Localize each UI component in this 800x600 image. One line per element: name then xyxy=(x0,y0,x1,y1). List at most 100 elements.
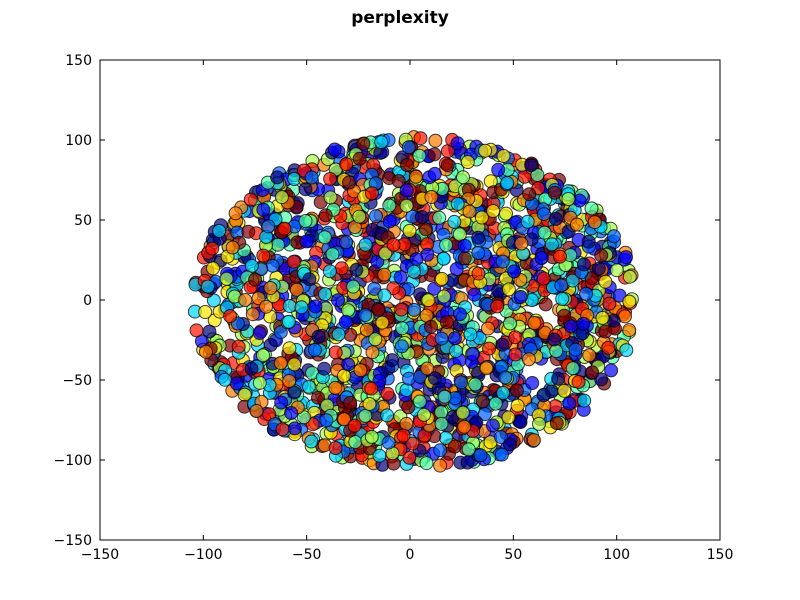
scatter-point xyxy=(282,341,297,356)
scatter-point xyxy=(462,204,477,219)
scatter-point xyxy=(434,416,449,431)
scatter-point xyxy=(372,448,387,463)
scatter-point xyxy=(554,278,569,293)
scatter-point xyxy=(498,370,513,385)
scatter-point xyxy=(217,372,232,387)
scatter-point xyxy=(474,210,489,225)
scatter-point xyxy=(322,264,337,279)
scatter-point xyxy=(437,289,451,304)
y-tick-label: 50 xyxy=(74,213,92,229)
chart-title: perplexity xyxy=(351,8,449,28)
scatter-point xyxy=(557,383,572,398)
scatter-point xyxy=(298,182,313,197)
scatter-point xyxy=(381,361,396,376)
x-tick-label: 0 xyxy=(406,547,415,563)
scatter-point xyxy=(424,319,438,334)
scatter-point xyxy=(500,176,515,190)
scatter-point xyxy=(282,299,297,313)
scatter-point xyxy=(562,396,577,411)
scatter-point xyxy=(317,230,332,245)
scatter-point xyxy=(362,397,377,411)
scatter-point xyxy=(212,223,227,238)
scatter-point xyxy=(494,447,509,462)
scatter-point xyxy=(581,234,596,249)
scatter-point xyxy=(409,169,423,184)
scatter-point xyxy=(380,386,395,401)
scatter-point xyxy=(367,281,382,296)
scatter-point xyxy=(466,347,481,361)
scatter-point xyxy=(536,207,551,222)
scatter-point xyxy=(259,299,274,314)
scatter-point xyxy=(414,210,429,224)
scatter-point xyxy=(323,172,338,186)
scatter-point xyxy=(274,190,289,205)
scatter-point xyxy=(412,148,427,163)
scatter-point xyxy=(479,361,494,376)
scatter-point xyxy=(369,209,383,224)
scatter-point xyxy=(457,251,472,266)
scatter-point xyxy=(386,237,401,252)
scatter-point xyxy=(395,321,410,336)
scatter-point xyxy=(377,267,392,282)
scatter-point xyxy=(434,405,449,420)
scatter-point xyxy=(308,342,322,357)
scatter-point xyxy=(394,302,409,317)
x-tick-label: −150 xyxy=(81,547,119,563)
y-tick-label: 100 xyxy=(65,133,92,149)
scatter-point xyxy=(334,261,349,276)
scatter-point xyxy=(377,288,392,303)
scatter-point xyxy=(394,339,409,354)
scatter-point xyxy=(622,323,637,338)
scatter-point xyxy=(219,271,234,286)
scatter-point xyxy=(342,175,356,190)
scatter-point xyxy=(399,183,414,198)
scatter-point xyxy=(277,221,292,236)
scatter-point xyxy=(509,383,524,398)
scatter-point xyxy=(485,418,500,433)
scatter-point xyxy=(481,321,495,336)
scatter-point xyxy=(482,341,496,356)
scatter-point xyxy=(475,394,490,409)
scatter-point xyxy=(347,418,362,433)
scatter-point xyxy=(405,436,420,451)
scatter-point xyxy=(287,385,302,400)
scatter-point xyxy=(622,294,637,309)
scatter-point xyxy=(349,262,364,277)
scatter-point xyxy=(338,314,353,329)
scatter-point xyxy=(571,374,586,389)
scatter-point xyxy=(501,282,516,297)
scatter-point xyxy=(244,361,259,376)
scatter-point xyxy=(622,269,637,284)
scatter-point xyxy=(412,394,427,409)
scatter-point xyxy=(301,379,316,394)
scatter-point xyxy=(223,309,238,324)
scatter-point xyxy=(495,337,510,352)
scatter-point xyxy=(380,408,395,423)
scatter-point xyxy=(206,261,220,276)
scatter-point xyxy=(198,305,213,319)
scatter-point xyxy=(428,133,443,148)
scatter-point xyxy=(598,274,613,289)
scatter-point xyxy=(456,170,470,185)
scatter-point xyxy=(544,237,559,252)
scatter-point xyxy=(263,338,278,352)
scatter-point xyxy=(453,307,467,322)
scatter-point xyxy=(449,262,464,276)
scatter-point xyxy=(604,363,619,378)
scatter-point xyxy=(289,282,304,297)
scatter-point xyxy=(331,293,345,308)
scatter-point xyxy=(507,264,522,279)
scatter-point xyxy=(490,299,505,314)
scatter-point xyxy=(421,293,436,308)
scatter-point xyxy=(471,246,486,260)
scatter-point xyxy=(548,211,563,226)
scatter-point xyxy=(323,190,338,205)
scatter-point xyxy=(460,455,475,470)
scatter-point xyxy=(427,147,442,162)
scatter-point xyxy=(439,315,454,330)
scatter-point xyxy=(496,385,511,400)
x-tick-label: 50 xyxy=(504,547,522,563)
scatter-point xyxy=(440,158,455,173)
scatter-point xyxy=(433,443,448,458)
